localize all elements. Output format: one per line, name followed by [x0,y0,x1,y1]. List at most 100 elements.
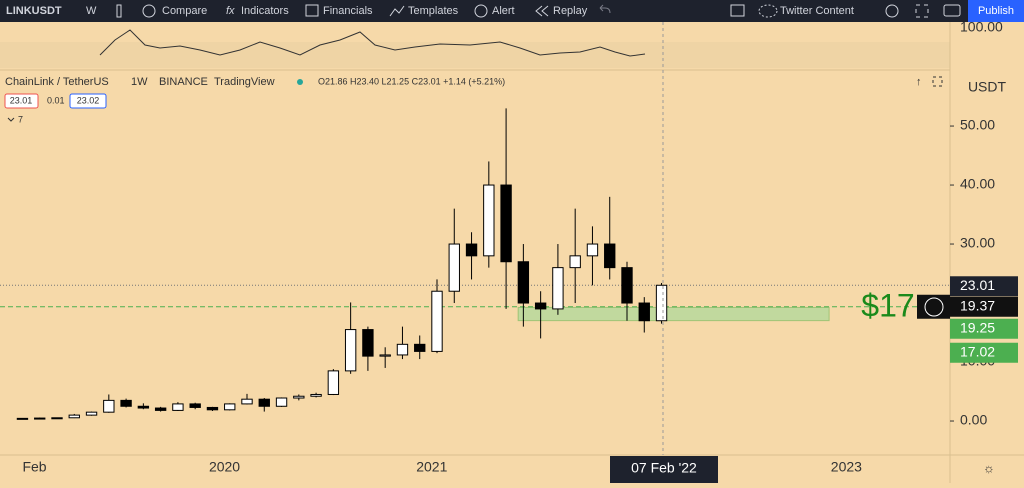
last-price-label: 23.01 [960,277,995,293]
candle-body [431,290,443,352]
alert-icon [474,4,488,18]
legend-ohlc: O21.86 H23.40 L21.25 C23.01 +1.14 (+5.21… [318,76,505,86]
pane-maximize-icon[interactable] [932,76,943,87]
alert-button[interactable]: Alert [492,5,515,17]
indicator-line [99,29,646,57]
candle-body [34,417,46,420]
support-zone [517,306,830,322]
zone-bottom-label: 17.02 [960,343,995,359]
cursor-date-bg [610,456,718,483]
financials-icon [305,4,319,17]
candle-body [51,417,63,420]
y-tick-label: 40.00 [960,176,995,192]
symbol[interactable]: LINKUSDT [6,5,62,17]
candle-body [414,343,426,352]
zone-top-label: 19.25 [960,319,995,335]
indicators-count[interactable]: 7 [18,114,23,124]
cloud-icon [758,4,778,18]
y-tick-label: 30.00 [960,235,995,251]
candle-body [586,243,599,257]
layout-name[interactable]: Twitter Content [780,5,854,17]
line-price-label: 19.37 [960,297,995,313]
bid-box[interactable] [4,93,39,109]
candle-body [68,414,80,419]
zone-bottom-label-bg [950,342,1018,363]
publish-button[interactable]: Publish [978,5,1014,17]
templates-button[interactable]: Templates [408,5,459,17]
x-tick-label: 2021 [416,459,447,475]
candle-body [85,411,98,416]
annotation: $17 [861,287,914,323]
candle-body [137,405,150,409]
pane-up-icon[interactable]: ↑ [916,76,922,88]
add-line-icon[interactable] [924,297,944,317]
candle-body [638,302,650,322]
candle-body [379,354,391,357]
candle-body [310,393,322,397]
candle-body [189,403,201,408]
fullscreen-icon[interactable] [915,4,929,18]
candle-body [16,417,29,420]
compare-button[interactable]: Compare [162,5,207,17]
snapshot-icon[interactable] [943,4,961,17]
candle-body [293,395,305,399]
candle-body [120,399,132,407]
templates-icon [389,5,405,17]
candle-body [483,184,495,257]
candle-body [362,329,374,357]
candle-body [103,399,115,413]
ask-box[interactable] [69,93,107,109]
legend-source: TradingView [214,76,275,88]
candle-body [569,255,581,269]
price-unit: USDT [968,79,1007,95]
replay-button[interactable]: Replay [553,5,588,17]
candle-body [552,267,564,310]
legend-pair: ChainLink / TetherUS [5,76,109,88]
undo-icon[interactable] [599,4,611,14]
candle-body [258,398,270,407]
candle-body [275,397,288,407]
candle-body [500,184,512,263]
candle-body [206,406,219,411]
bid[interactable]: 23.01 [10,95,33,105]
zone-top-label-bg [950,318,1018,339]
indicators-button[interactable]: Indicators [241,5,289,17]
candle-body [224,403,236,411]
indicator-level: 100.00 [960,19,1003,35]
layout-icon[interactable] [730,4,745,17]
line-price-label-bg [950,296,1018,317]
candle-body [604,243,616,269]
x-tick-label: Feb [22,459,46,475]
candle-body [534,302,547,310]
compare-icon [142,4,156,18]
candle-body [344,329,357,372]
candle-body [241,398,253,405]
chart-type-icon[interactable] [116,4,122,18]
spread: 0.01 [47,95,65,105]
fx-icon: fx [226,5,235,17]
candle-body [172,403,184,411]
settings-icon[interactable] [885,4,899,18]
indicator-band [0,42,950,68]
ask[interactable]: 23.02 [77,95,100,105]
axis-settings-icon[interactable]: ☼ [983,460,995,475]
financials-button[interactable]: Financials [323,5,373,17]
candle-body [655,284,668,322]
y-tick-label: 50.00 [960,117,995,133]
toolbar [0,0,1024,22]
candle-body [396,343,409,356]
candle-body [621,267,633,304]
y-tick-label: 0.00 [960,412,987,428]
interval-button[interactable]: W [86,5,97,17]
publish-button-bg[interactable] [968,0,1024,22]
candle-body [448,243,460,292]
x-tick-label: 2023 [831,459,862,475]
candle-body [465,243,478,257]
status-dot [297,79,303,85]
legend-exchange: BINANCE [159,76,208,88]
cursor-date: 07 Feb '22 [631,460,697,476]
collapse-icon[interactable] [7,117,15,122]
line-price-box [917,294,950,319]
